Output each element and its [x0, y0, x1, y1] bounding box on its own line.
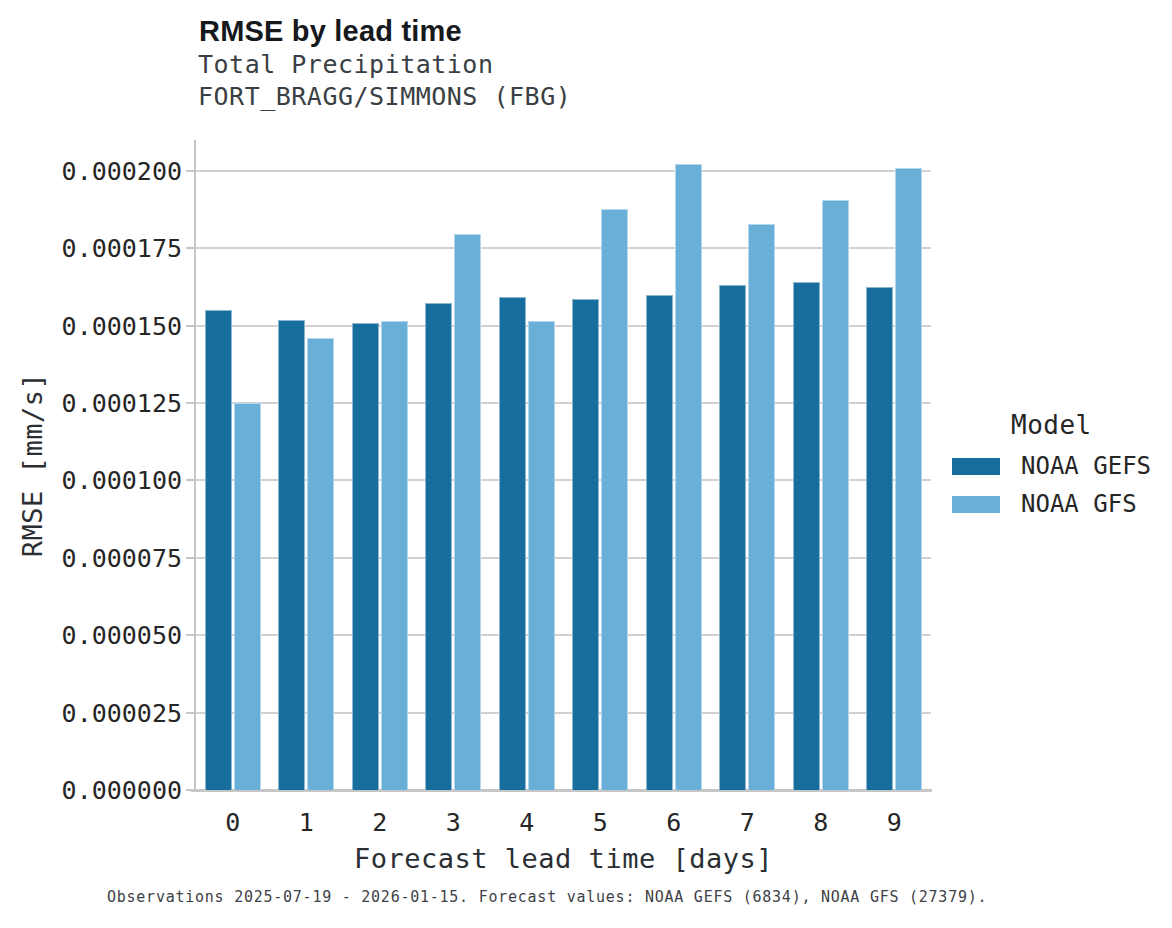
- x-tick-label-9: 9: [858, 808, 932, 837]
- y-tick-label-0.000050: 0.000050: [62, 621, 182, 650]
- bar-noaa-gfs-lead-9: [895, 168, 922, 790]
- footer-caption: Observations 2025-07-19 - 2026-01-15. Fo…: [107, 888, 987, 906]
- x-tick-label-7: 7: [711, 808, 785, 837]
- y-tick-label-0.000200: 0.000200: [62, 156, 182, 185]
- legend-label: NOAA GFS: [1021, 490, 1137, 518]
- y-tick-label-0.000000: 0.000000: [62, 776, 182, 805]
- bar-group-lead-1: [270, 140, 344, 790]
- y-axis-title: RMSE [mm/s]: [17, 373, 48, 557]
- x-tick-label-1: 1: [270, 808, 344, 837]
- y-tick-mark-0.000025: [186, 712, 194, 714]
- y-tick-label-0.000125: 0.000125: [62, 389, 182, 418]
- legend-item-noaa-gefs: NOAA GEFS: [952, 452, 1151, 480]
- bar-noaa-gefs-lead-0: [205, 310, 232, 790]
- y-tick-label-0.000075: 0.000075: [62, 543, 182, 572]
- y-tick-label-0.000175: 0.000175: [62, 234, 182, 263]
- bar-groups: [196, 140, 931, 790]
- bar-noaa-gefs-lead-3: [425, 303, 452, 791]
- bar-group-lead-8: [784, 140, 858, 790]
- x-axis-tick-labels: 0123456789: [196, 808, 931, 837]
- y-tick-label-0.000100: 0.000100: [62, 466, 182, 495]
- chart-subtitle: Total Precipitation: [198, 50, 493, 79]
- bar-noaa-gfs-lead-1: [307, 338, 334, 790]
- bar-noaa-gfs-lead-5: [601, 209, 628, 790]
- bar-noaa-gefs-lead-2: [352, 323, 379, 790]
- legend-items: NOAA GEFS NOAA GFS: [952, 452, 1151, 518]
- bar-group-lead-9: [858, 140, 932, 790]
- bar-noaa-gefs-lead-8: [793, 282, 820, 790]
- bar-group-lead-4: [490, 140, 564, 790]
- bar-group-lead-5: [564, 140, 638, 790]
- bar-noaa-gfs-lead-2: [381, 321, 408, 790]
- bar-noaa-gefs-lead-1: [278, 320, 305, 790]
- y-tick-mark-0.000125: [186, 402, 194, 404]
- x-tick-label-0: 0: [196, 808, 270, 837]
- y-tick-mark-0.000200: [186, 170, 194, 172]
- chart-title: RMSE by lead time: [199, 15, 462, 48]
- bar-group-lead-7: [711, 140, 785, 790]
- bar-noaa-gfs-lead-0: [234, 403, 261, 790]
- legend-swatch: [952, 458, 1000, 475]
- bar-noaa-gfs-lead-7: [748, 224, 775, 790]
- bar-noaa-gfs-lead-8: [822, 200, 849, 790]
- y-tick-mark-0.000150: [186, 325, 194, 327]
- legend-swatch: [952, 496, 1000, 513]
- bar-noaa-gefs-lead-4: [499, 297, 526, 790]
- bar-noaa-gfs-lead-4: [528, 321, 555, 790]
- bar-noaa-gefs-lead-9: [866, 287, 893, 790]
- x-tick-label-2: 2: [343, 808, 417, 837]
- legend-title: Model: [1011, 410, 1151, 440]
- bar-noaa-gefs-lead-6: [646, 295, 673, 790]
- bar-noaa-gfs-lead-3: [454, 234, 481, 790]
- legend-item-noaa-gfs: NOAA GFS: [952, 490, 1151, 518]
- bar-noaa-gefs-lead-5: [572, 299, 599, 790]
- bar-group-lead-2: [343, 140, 417, 790]
- x-tick-label-8: 8: [784, 808, 858, 837]
- chart-station: FORT_BRAGG/SIMMONS (FBG): [198, 82, 571, 111]
- bar-group-lead-0: [196, 140, 270, 790]
- legend: Model NOAA GEFS NOAA GFS: [952, 410, 1151, 528]
- bar-group-lead-3: [417, 140, 491, 790]
- y-tick-label-0.000025: 0.000025: [62, 698, 182, 727]
- rmse-chart-figure: RMSE by lead time Total Precipitation FO…: [0, 0, 1172, 928]
- x-tick-label-6: 6: [637, 808, 711, 837]
- plot-area: [196, 140, 931, 790]
- bar-noaa-gefs-lead-7: [719, 285, 746, 790]
- bar-group-lead-6: [637, 140, 711, 790]
- x-tick-label-3: 3: [417, 808, 491, 837]
- y-tick-label-0.000150: 0.000150: [62, 311, 182, 340]
- x-tick-label-4: 4: [490, 808, 564, 837]
- y-tick-mark-0.000050: [186, 634, 194, 636]
- legend-label: NOAA GEFS: [1021, 452, 1151, 480]
- x-axis-title: Forecast lead time [days]: [196, 843, 931, 874]
- y-tick-mark-0.000075: [186, 557, 194, 559]
- bar-noaa-gfs-lead-6: [675, 164, 702, 790]
- y-tick-mark-0.000100: [186, 479, 194, 481]
- x-tick-label-5: 5: [564, 808, 638, 837]
- y-tick-mark-0.000175: [186, 247, 194, 249]
